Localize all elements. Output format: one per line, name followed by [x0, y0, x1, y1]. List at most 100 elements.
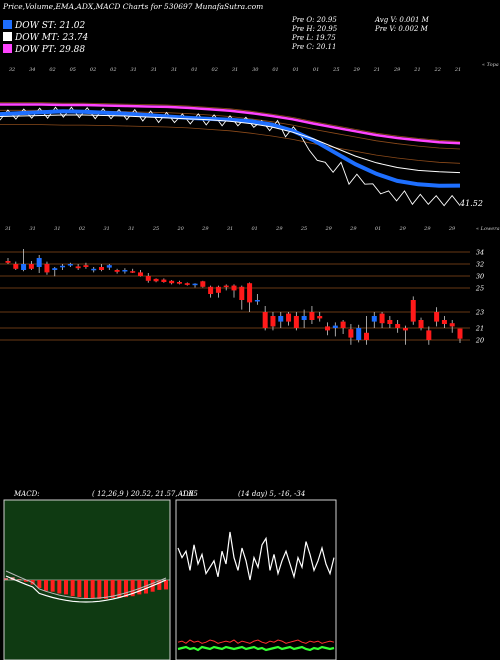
adx-label: ADX [177, 490, 195, 498]
candle [293, 312, 299, 331]
bottom-date-tick: 31 [103, 226, 109, 232]
macd-bar [44, 580, 48, 591]
candle-body [457, 328, 463, 339]
top-date-axis: 32 34 02 05 02 02 31 31 31 01 02 31 30 01 01 01 25 29 21 29… [9, 67, 461, 73]
candle [387, 316, 393, 328]
macd-bar [90, 580, 95, 598]
candle [254, 294, 260, 305]
candle-body [410, 300, 416, 322]
legend-pt-label: DOW PT: 29.88 [14, 45, 85, 55]
legend-swatch-mt [3, 32, 12, 41]
top-date-tick: 29 [393, 67, 401, 73]
candle [208, 285, 214, 298]
candle [278, 312, 284, 328]
bottom-corner-label: « Lowera [476, 226, 500, 232]
plus-di-line [177, 639, 335, 644]
macd-label: MACD: [13, 490, 40, 498]
candle [176, 280, 182, 285]
price-level-label: 21 [475, 325, 484, 333]
candle [161, 278, 167, 283]
price-level-label: 34 [476, 249, 484, 257]
bottom-date-tick: 25 [300, 226, 307, 232]
candle [60, 264, 66, 270]
macd-bar [144, 580, 148, 594]
macd-bar [157, 580, 162, 590]
candle-body [5, 261, 11, 263]
candle-body [44, 264, 50, 273]
adx-line [177, 531, 335, 581]
candle-body [36, 258, 42, 267]
adx-params: (14 day) 5, -16, -34 [238, 490, 305, 498]
candle [371, 312, 377, 328]
candle [309, 306, 315, 324]
candle-body [83, 265, 89, 267]
bottom-date-tick: 29 [398, 226, 406, 232]
candle [215, 285, 221, 298]
top-date-tick: 34 [29, 67, 35, 73]
macd-bar [104, 580, 108, 599]
candle [340, 320, 346, 334]
candle-body [106, 265, 112, 268]
candle [395, 320, 401, 333]
candle-body [122, 270, 128, 272]
top-date-tick: 31 [130, 67, 136, 73]
price-level-label: 25 [475, 285, 484, 293]
macd-bar [70, 580, 75, 597]
bottom-date-tick: 29 [448, 226, 456, 232]
candle [122, 268, 128, 274]
top-date-tick: 29 [352, 67, 360, 73]
candle [67, 262, 73, 267]
ema-pt-line [0, 103, 461, 145]
bottom-date-tick: 31 [5, 226, 11, 232]
top-date-tick: 01 [293, 67, 299, 73]
candle [356, 324, 362, 343]
candle-body [418, 320, 424, 328]
candle-body [371, 316, 377, 322]
pre-low: Pre L: 19.75 [291, 34, 336, 42]
candle [301, 309, 307, 328]
candle [114, 268, 120, 274]
candle-body [137, 272, 143, 276]
candle [449, 320, 455, 333]
bottom-date-tick: 01 [375, 226, 381, 232]
adx-lines [177, 531, 335, 652]
top-date-tick: 21 [454, 67, 461, 73]
candle [418, 317, 424, 331]
candle-body [91, 268, 97, 271]
legend-st-label: DOW ST: 21.02 [14, 21, 85, 31]
candle [262, 306, 268, 331]
top-date-tick: 32 [9, 67, 15, 73]
ema-st-line [0, 109, 461, 188]
macd-bar [37, 580, 42, 589]
candle-body [301, 316, 307, 320]
legend-swatch-pt [3, 44, 12, 53]
candle [286, 312, 292, 326]
candle [325, 322, 331, 336]
top-date-tick: 21 [373, 67, 380, 73]
candle-body [278, 316, 284, 322]
candle [13, 261, 19, 270]
candle-body [21, 264, 27, 270]
top-date-tick: 31 [232, 67, 238, 73]
ema-lines [0, 102, 461, 207]
ohlc-readout: Pre O: 20.95 Pre H: 20.95 Pre L: 19.75 P… [291, 16, 430, 51]
candle-body [145, 276, 151, 281]
bottom-date-tick: 01 [251, 226, 257, 232]
candlesticks [5, 249, 463, 345]
candle [402, 325, 408, 345]
candle [192, 283, 198, 288]
chart-title: Price,Volume,EMA,ADX,MACD Charts for 530… [2, 2, 263, 11]
candle [348, 324, 354, 345]
top-date-tick: 30 [252, 67, 259, 73]
candle [247, 282, 253, 312]
candle [130, 268, 136, 273]
top-date-tick: 02 [110, 67, 116, 73]
bottom-date-tick: 29 [423, 226, 431, 232]
candle [426, 326, 432, 345]
macd-bar [50, 580, 55, 592]
candle [231, 284, 237, 298]
top-date-tick: 02 [49, 67, 55, 73]
candle [200, 280, 206, 288]
bottom-date-tick: 31 [54, 226, 60, 232]
